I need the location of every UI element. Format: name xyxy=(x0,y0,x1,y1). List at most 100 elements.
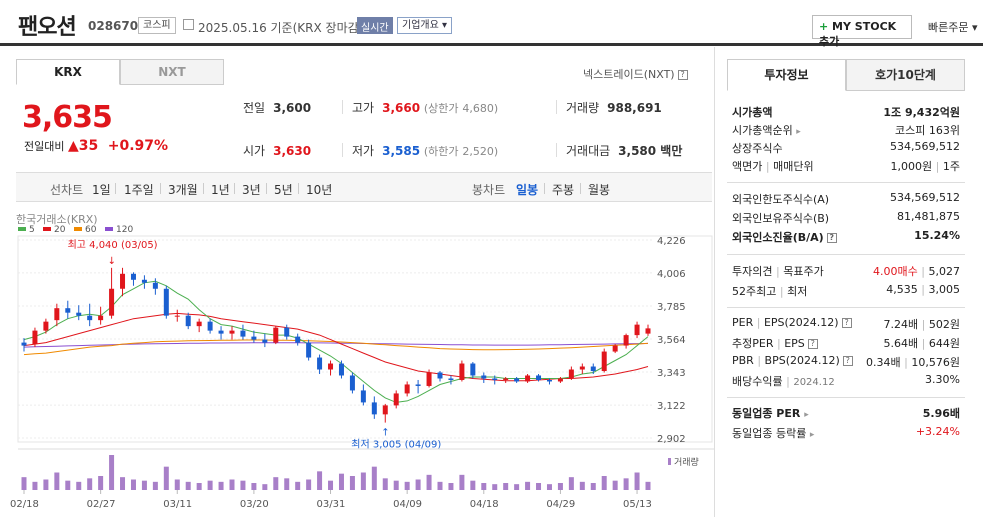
volume-bar xyxy=(174,479,180,490)
change-value: 35 xyxy=(78,138,99,154)
legend-swatch xyxy=(43,227,51,231)
period-weekly[interactable]: 주봉 xyxy=(552,183,575,197)
lower-limit-value: 2,520) xyxy=(462,145,499,158)
y-tick-label: 3,785 xyxy=(657,302,686,313)
tab-krx[interactable]: KRX xyxy=(16,59,120,85)
volume-value: 988,691 xyxy=(607,101,662,115)
tab-nxt[interactable]: NXT xyxy=(120,59,224,85)
company-overview-button[interactable]: 기업개요 ▾ xyxy=(397,17,453,34)
tab-invest-info[interactable]: 투자정보 xyxy=(727,59,846,91)
help-icon[interactable]: ? xyxy=(842,356,853,366)
nxt-link[interactable]: 넥스트레이드(NXT)? xyxy=(583,66,688,82)
price-change: 전일대비 ▲35 +0.97% xyxy=(24,138,168,154)
volume-bar xyxy=(382,478,388,490)
volume-bar xyxy=(634,472,640,490)
candle-body xyxy=(514,378,520,382)
candle-body xyxy=(98,315,104,321)
divider xyxy=(727,307,965,308)
help-icon[interactable]: ? xyxy=(826,233,837,243)
low-annotation: 최저 3,005 (04/09) xyxy=(351,439,441,451)
volume-bar xyxy=(207,480,213,490)
volume-bar xyxy=(317,471,323,490)
rank-label-text: 시가총액순위 xyxy=(732,124,793,137)
y-tick-label: 3,122 xyxy=(657,401,686,412)
period-monthly[interactable]: 월봉 xyxy=(588,183,611,197)
eps-value: 502원 xyxy=(928,318,960,331)
legend-swatch xyxy=(18,227,26,231)
rank-label[interactable]: 시가총액순위 ▸ xyxy=(732,122,801,138)
candle-body xyxy=(163,288,169,316)
y-tick-label: 4,226 xyxy=(657,236,686,247)
candle-body xyxy=(306,342,312,358)
period-1d[interactable]: 1일 xyxy=(92,183,111,197)
industry-rate-label[interactable]: 동일업종 등락률 ▸ xyxy=(732,425,814,441)
industry-per-label[interactable]: 동일업종 PER ▸ xyxy=(732,405,809,421)
change-label: 전일대비 xyxy=(24,140,65,153)
unit-label: 매매단위 xyxy=(773,160,814,173)
candle-body xyxy=(579,366,585,370)
open-label: 시가 xyxy=(243,144,266,158)
candle-body xyxy=(229,330,235,334)
volume-bar xyxy=(415,479,421,490)
mystock-add-button[interactable]: + MY STOCK 추가 xyxy=(812,15,912,48)
help-icon[interactable]: ? xyxy=(841,318,852,328)
x-tick-label: 02/27 xyxy=(87,499,116,510)
est-eps-value: 644원 xyxy=(928,337,960,350)
upper-limit-label: (상한가 xyxy=(423,102,459,115)
amount-label: 거래대금 xyxy=(566,144,611,158)
realtime-button[interactable]: 실시간 xyxy=(357,17,393,34)
high-value: 3,660 xyxy=(382,101,421,115)
price-chart[interactable]: 한국거래소(KRX)5 20 60 120 4,226 4,006 3,785 3,564 3,… xyxy=(0,205,714,517)
w52-low-label: 최저 xyxy=(787,285,808,298)
industry-per-label-text: 동일업종 PER xyxy=(732,407,801,420)
help-icon[interactable]: ? xyxy=(677,70,688,80)
volume-bar xyxy=(612,480,618,490)
period-daily[interactable]: 일봉 xyxy=(516,183,539,197)
candle-body xyxy=(448,378,454,380)
quick-order-button[interactable]: 빠른주문 ▾ xyxy=(928,19,978,35)
volume-bar xyxy=(152,481,158,490)
volume-bar xyxy=(459,474,465,490)
volume-bar xyxy=(120,477,126,490)
dividend-value: 3.30% xyxy=(925,373,960,386)
tab-orderbook[interactable]: 호가10단계 xyxy=(846,59,965,91)
chevron-right-icon: ▸ xyxy=(809,430,815,440)
shares-value: 534,569,512 xyxy=(890,140,960,153)
period-3y[interactable]: 3년 xyxy=(242,183,261,197)
volume-legend-swatch xyxy=(668,458,671,465)
divider xyxy=(727,254,965,255)
volume-label: 거래량 xyxy=(566,101,600,115)
period-1w[interactable]: 1주일 xyxy=(124,183,154,197)
line-chart-label: 선차트 xyxy=(50,183,84,197)
est-per-value: 5.64배 xyxy=(883,337,919,350)
eps-label: EPS(2024.12) xyxy=(763,316,839,329)
period-5y[interactable]: 5년 xyxy=(274,183,293,197)
candle-body xyxy=(218,330,224,334)
low-value: 3,585 xyxy=(382,144,421,158)
candle-body xyxy=(360,390,366,403)
foreign-limit-label: 외국인한도주식수(A) xyxy=(732,193,830,206)
volume-bar xyxy=(393,480,399,490)
stock-header: 팬오션 028670 코스피 2025.05.16 기준(KRX 장마감) 실시… xyxy=(0,0,983,48)
w52-high-label: 52주최고 xyxy=(732,285,777,298)
volume-bar xyxy=(437,481,443,490)
help-icon[interactable]: ? xyxy=(807,339,818,349)
pbr-row: PBR | BPS(2024.12)? 0.34배 | 10,576원 xyxy=(732,354,960,369)
legend-label: 120 xyxy=(116,225,133,235)
divider xyxy=(556,143,557,157)
target-value: 5,027 xyxy=(928,265,961,278)
period-3m[interactable]: 3개월 xyxy=(168,183,198,197)
candle-body xyxy=(382,405,388,415)
candle-body xyxy=(536,375,542,380)
moving-average-ma20 xyxy=(23,312,649,382)
period-1y[interactable]: 1년 xyxy=(211,183,230,197)
period-10y[interactable]: 10년 xyxy=(306,183,333,197)
shares-row: 상장주식수 534,569,512 xyxy=(732,140,960,158)
volume-bar xyxy=(568,477,574,490)
volume-bar xyxy=(557,483,563,490)
stock-code: 028670 xyxy=(88,19,139,33)
candle-body xyxy=(87,315,93,321)
current-price: 3,635 xyxy=(22,100,113,135)
mystock-label: MY STOCK 추가 xyxy=(819,20,897,48)
w52-high-value: 4,535 xyxy=(886,283,918,296)
